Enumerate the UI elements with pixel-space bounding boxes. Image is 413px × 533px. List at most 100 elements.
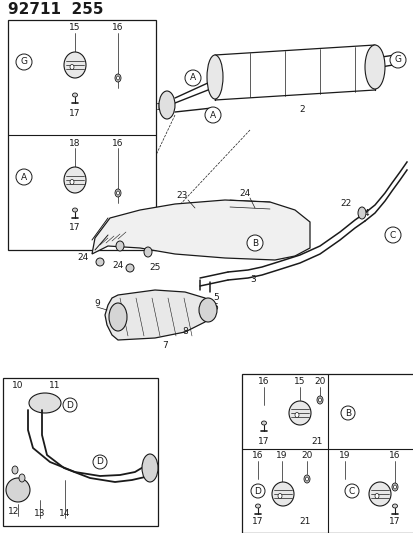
Ellipse shape	[64, 167, 86, 193]
Text: 6: 6	[211, 303, 217, 312]
Text: 24: 24	[112, 262, 123, 271]
Circle shape	[93, 455, 107, 469]
Ellipse shape	[12, 466, 18, 474]
Text: 17: 17	[388, 518, 400, 527]
Circle shape	[63, 398, 77, 412]
Text: 13: 13	[34, 510, 46, 519]
Text: A: A	[190, 74, 196, 83]
Text: 92711  255: 92711 255	[8, 3, 103, 18]
Text: 20: 20	[301, 451, 312, 461]
Ellipse shape	[19, 474, 25, 482]
Ellipse shape	[206, 55, 223, 99]
Text: 16: 16	[252, 451, 263, 461]
Ellipse shape	[126, 264, 134, 272]
Text: D: D	[96, 457, 103, 466]
Circle shape	[247, 235, 262, 251]
Ellipse shape	[303, 475, 309, 483]
Text: A: A	[209, 110, 216, 119]
Ellipse shape	[374, 494, 378, 498]
Ellipse shape	[368, 482, 390, 506]
Text: 21: 21	[299, 518, 310, 527]
Text: 16: 16	[258, 377, 269, 386]
Ellipse shape	[159, 91, 175, 119]
Text: 14: 14	[59, 510, 71, 519]
Text: C: C	[389, 230, 395, 239]
Text: 12: 12	[8, 507, 20, 516]
Text: C: C	[348, 487, 354, 496]
Ellipse shape	[116, 241, 124, 251]
Text: 11: 11	[49, 381, 61, 390]
Ellipse shape	[64, 52, 86, 78]
Circle shape	[204, 107, 221, 123]
Ellipse shape	[357, 207, 365, 219]
Text: G: G	[21, 58, 27, 67]
Circle shape	[384, 227, 400, 243]
Ellipse shape	[70, 180, 74, 184]
Text: 5: 5	[213, 294, 218, 303]
Circle shape	[16, 169, 32, 185]
Ellipse shape	[305, 477, 308, 481]
Ellipse shape	[199, 298, 216, 322]
Ellipse shape	[294, 413, 298, 417]
Text: B: B	[252, 238, 257, 247]
Text: A: A	[21, 173, 27, 182]
Text: 23: 23	[176, 191, 187, 200]
Ellipse shape	[316, 396, 322, 404]
Ellipse shape	[115, 74, 121, 82]
Ellipse shape	[96, 258, 104, 266]
Ellipse shape	[142, 454, 158, 482]
Text: 19: 19	[275, 451, 287, 461]
Ellipse shape	[144, 247, 152, 257]
Polygon shape	[105, 290, 209, 340]
Circle shape	[16, 54, 32, 70]
Text: 24: 24	[77, 254, 88, 262]
Ellipse shape	[277, 494, 281, 498]
Ellipse shape	[271, 482, 293, 506]
Text: 4: 4	[362, 208, 368, 217]
Text: 21: 21	[311, 438, 322, 447]
Circle shape	[340, 406, 354, 420]
Text: 15: 15	[69, 23, 81, 33]
Text: D: D	[254, 487, 261, 496]
Text: 3: 3	[249, 276, 255, 285]
Text: 24: 24	[239, 189, 250, 198]
Ellipse shape	[364, 45, 384, 89]
Text: 16: 16	[112, 139, 123, 148]
Circle shape	[250, 484, 264, 498]
Ellipse shape	[29, 393, 61, 413]
Text: 17: 17	[258, 438, 269, 447]
Text: 9: 9	[94, 298, 100, 308]
Circle shape	[344, 484, 358, 498]
Text: 8: 8	[182, 327, 188, 336]
Circle shape	[389, 52, 405, 68]
Bar	[8, 20, 156, 250]
Text: 10: 10	[12, 381, 24, 390]
Ellipse shape	[318, 398, 321, 402]
Text: 17: 17	[69, 109, 81, 117]
Ellipse shape	[392, 504, 396, 508]
Text: 17: 17	[69, 223, 81, 232]
Text: 15: 15	[294, 377, 305, 386]
Ellipse shape	[116, 76, 119, 80]
Text: 17: 17	[252, 518, 263, 527]
Ellipse shape	[6, 478, 30, 502]
Text: 1: 1	[156, 102, 161, 111]
Text: G: G	[394, 55, 401, 64]
Bar	[3, 378, 158, 526]
Text: 20: 20	[313, 377, 325, 386]
Ellipse shape	[109, 303, 127, 331]
Ellipse shape	[72, 93, 77, 97]
Text: 18: 18	[69, 139, 81, 148]
Text: 16: 16	[112, 23, 123, 33]
Ellipse shape	[391, 483, 397, 491]
Ellipse shape	[288, 401, 310, 425]
Text: B: B	[344, 408, 350, 417]
Text: 19: 19	[338, 451, 350, 461]
Text: D: D	[66, 400, 73, 409]
Ellipse shape	[261, 421, 266, 425]
Text: 22: 22	[339, 199, 351, 208]
Text: 2: 2	[299, 106, 304, 115]
Ellipse shape	[255, 504, 260, 508]
Ellipse shape	[116, 191, 119, 195]
Ellipse shape	[70, 64, 74, 69]
